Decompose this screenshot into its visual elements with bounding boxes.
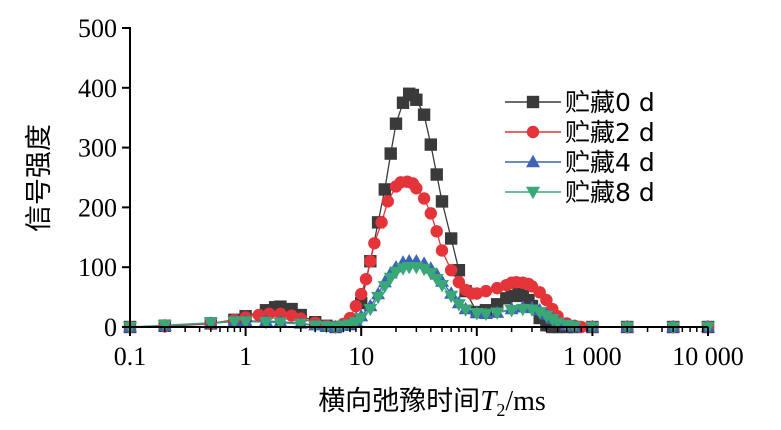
data-point: [430, 225, 443, 238]
series-points-3: [123, 262, 715, 335]
x-axis-title-var: T: [480, 385, 498, 417]
data-point: [435, 279, 450, 293]
data-point: [258, 317, 273, 330]
data-point: [430, 168, 443, 181]
x-axis-ticks: 0.1 1 10 100 1 000 10 000: [114, 327, 744, 371]
data-point: [368, 237, 381, 250]
series-line-2: [129, 260, 708, 328]
data-point: [417, 192, 431, 205]
y-tick-label: 400: [78, 74, 117, 103]
data-point: [293, 318, 308, 332]
y-tick-label: 300: [78, 134, 117, 163]
legend-item: 贮藏8 d: [505, 178, 655, 207]
y-axis-title: 信号强度: [24, 124, 55, 232]
legend-marker: [526, 125, 540, 139]
data-point: [435, 195, 449, 208]
data-point: [444, 263, 458, 277]
data-point: [469, 308, 484, 321]
legend-marker: [526, 186, 540, 200]
y-tick-label: 500: [78, 14, 117, 43]
y-tick-label: 200: [78, 193, 117, 222]
data-point: [238, 316, 253, 329]
data-point: [504, 305, 519, 318]
data-point: [540, 293, 553, 307]
data-point: [359, 272, 373, 286]
legend-marker: [526, 154, 540, 168]
data-point: [375, 216, 388, 229]
data-point: [388, 266, 403, 280]
data-point: [424, 207, 437, 220]
x-tick-label: 10 000: [672, 342, 744, 371]
data-point: [479, 284, 493, 298]
x-axis-title-sub: 2: [496, 400, 505, 420]
data-point: [355, 287, 368, 301]
data-point: [458, 304, 473, 317]
data-point: [417, 263, 432, 277]
plot-markers-layer: [123, 87, 715, 335]
data-point: [384, 147, 397, 160]
x-tick-label: 100: [457, 342, 496, 371]
x-axis-title-suffix: /ms: [505, 386, 545, 417]
data-point: [389, 117, 403, 130]
x-tick-label: 10: [348, 342, 374, 371]
data-point: [410, 182, 423, 195]
data-point: [515, 303, 530, 317]
data-point: [227, 316, 242, 329]
x-tick-label: 1: [239, 342, 252, 371]
legend-marker: [526, 95, 540, 109]
data-point: [444, 232, 458, 245]
data-point: [363, 303, 378, 317]
data-point: [354, 312, 369, 326]
data-point: [424, 138, 437, 151]
legend-item: 贮藏2 d: [505, 118, 655, 147]
y-axis-ticks: 0 100 200 300 400 500: [78, 14, 130, 342]
data-point: [417, 108, 431, 121]
data-point: [451, 299, 466, 312]
data-point: [410, 93, 423, 106]
legend-label: 贮藏0 d: [565, 88, 655, 117]
x-axis-title-prefix: 横向弛豫时间: [318, 386, 480, 417]
data-point: [532, 306, 547, 320]
data-point: [371, 291, 386, 305]
data-point: [435, 244, 449, 257]
data-point: [273, 317, 288, 331]
y-tick-label: 0: [104, 313, 117, 342]
data-point: [381, 195, 395, 208]
data-point: [203, 317, 218, 331]
x-tick-label: 1 000: [563, 342, 622, 371]
data-point: [539, 310, 554, 323]
data-point: [274, 307, 287, 321]
legend-label: 贮藏2 d: [565, 118, 655, 147]
legend-label: 贮藏8 d: [565, 178, 655, 207]
y-tick-label: 100: [78, 253, 117, 282]
x-tick-label: 0.1: [114, 342, 147, 371]
data-point: [364, 255, 377, 268]
legend-item: 贮藏4 d: [505, 148, 655, 177]
data-point: [490, 307, 505, 320]
data-point: [378, 183, 391, 196]
data-point: [349, 299, 363, 313]
data-point: [377, 281, 392, 294]
x-axis-title: 横向弛豫时间T2/ms: [318, 385, 546, 420]
legend-label: 贮藏4 d: [565, 148, 655, 177]
data-point: [444, 290, 459, 304]
legend-item: 贮藏0 d: [505, 88, 655, 117]
data-point: [478, 308, 493, 322]
